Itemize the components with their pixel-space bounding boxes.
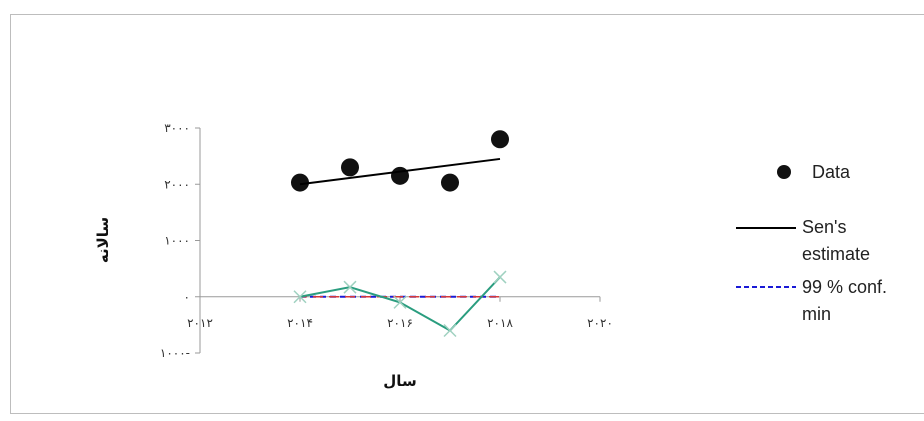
legend-label-sen-line1: Sen's (802, 217, 846, 237)
x-tick-label: ۲۰۱۴ (287, 316, 313, 330)
residual-marker (493, 270, 507, 284)
legend-label-conf-line2: min (802, 304, 831, 324)
legend-label-data: Data (812, 162, 851, 182)
data-point (491, 130, 509, 149)
x-marker-stroke (393, 295, 407, 309)
data-point (441, 173, 459, 192)
x-tick-label: ۲۰۱۸ (487, 316, 513, 330)
chart-marks (291, 130, 509, 338)
y-tick-label: ۰ (184, 290, 190, 304)
residual-marker (393, 295, 407, 309)
x-axis-title: سال (383, 372, 416, 390)
data-point (291, 173, 309, 192)
y-tick-label: ۱۰۰۰ (164, 234, 190, 248)
residual-marker (293, 290, 307, 304)
residual-marker (443, 323, 457, 338)
axes: ۱۰۰۰- ۰ ۱۰۰۰ ۲۰۰۰ ۳۰۰۰ ۲۰۱۲ ۲۰۱۴ ۲۰۱۶ ۲۰۱۸ ۲۰۲۰ سا… (94, 121, 613, 390)
x-marker-stroke (293, 290, 307, 304)
x-tick-label: ۲۰۱۶ (387, 316, 413, 330)
data-point (341, 158, 359, 177)
y-tick-label: ۲۰۰۰ (164, 177, 190, 191)
data-point (391, 166, 409, 185)
legend-swatch-data (777, 165, 791, 179)
y-tick-label: ۳۰۰۰ (164, 121, 190, 135)
chart-frame (10, 14, 924, 414)
x-marker-stroke (443, 323, 457, 338)
x-tick-label: ۲۰۱۲ (187, 316, 213, 330)
y-axis-title: سالانه (94, 217, 112, 263)
legend: Data Sen's estimate 99 % conf. min (736, 162, 887, 324)
y-tick-label: ۱۰۰۰- (160, 346, 190, 360)
x-tick-label: ۲۰۲۰ (587, 316, 613, 330)
x-marker-stroke (493, 270, 507, 284)
legend-label-conf-line1: 99 % conf. (802, 277, 887, 297)
residual-marker (343, 280, 357, 294)
sen-estimate-line (299, 157, 501, 186)
legend-label-sen-line2: estimate (802, 244, 870, 264)
x-marker-stroke (343, 280, 357, 294)
